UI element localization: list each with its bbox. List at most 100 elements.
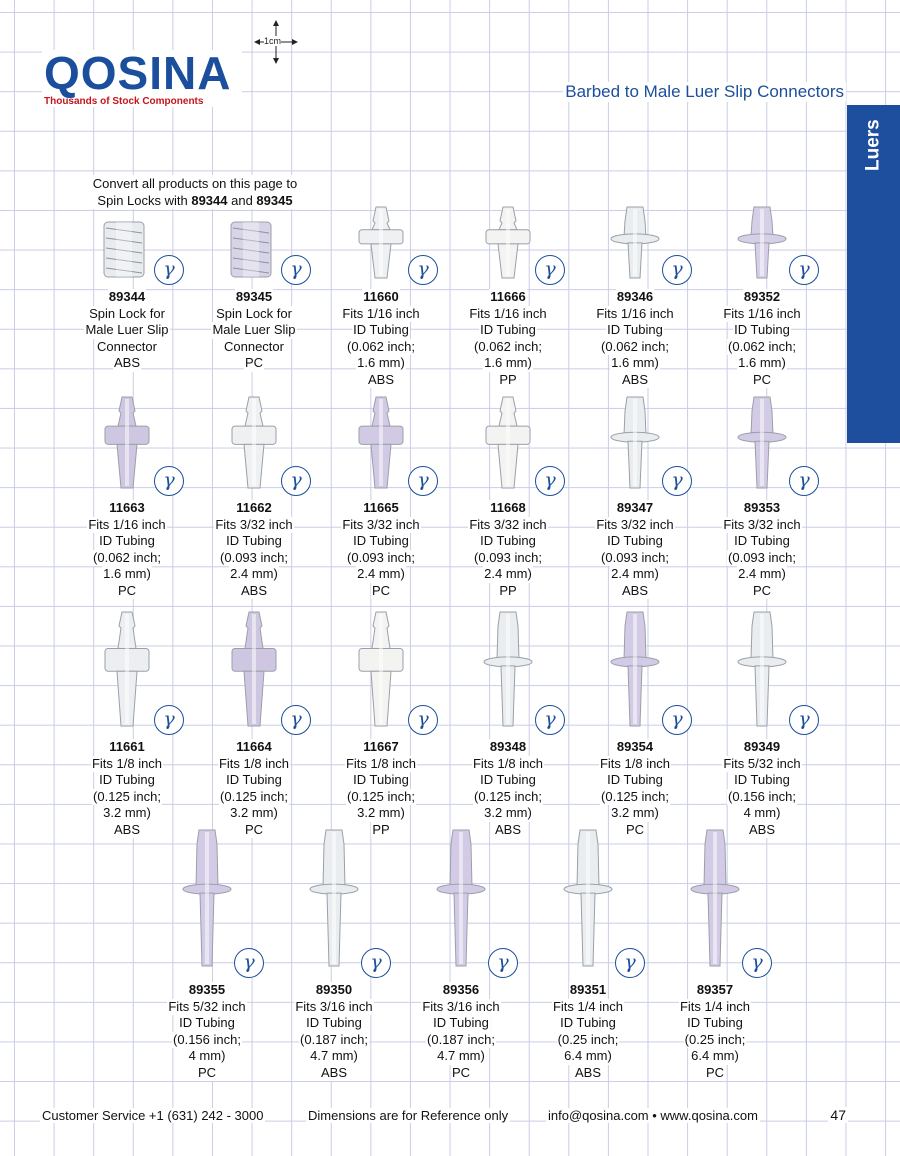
convert-note-code-a: 89344 xyxy=(191,193,228,208)
product-spec-line: 1.6 mm) xyxy=(356,355,406,372)
product-spec-line: ID Tubing xyxy=(479,322,537,339)
product-spec-line: Fits 3/32 inch xyxy=(468,516,548,533)
product-spec-line: ID Tubing xyxy=(225,772,283,789)
product-code: 89352 xyxy=(742,289,782,306)
product-spec-line: ABS xyxy=(620,371,649,388)
product-spec-line: 6.4 mm) xyxy=(690,1048,740,1065)
convert-note-line2: Spin Locks with 89344 and 89345 xyxy=(70,192,320,209)
product-spec-line: ABS xyxy=(493,821,522,838)
product-spec-line: Connector xyxy=(223,338,285,355)
product-spec-line: 3.2 mm) xyxy=(102,805,152,822)
product-image xyxy=(279,828,389,968)
product-spec-line: (0.062 inch; xyxy=(92,549,162,566)
product-spec-line: (0.093 inch; xyxy=(600,549,670,566)
convert-note-code-b: 89345 xyxy=(256,193,293,208)
product-code: 11663 xyxy=(108,500,146,517)
product-spec-line: PC xyxy=(116,582,138,599)
product-spec-line: Fits 1/8 inch xyxy=(598,755,672,772)
product-image xyxy=(533,828,643,968)
product-spec-line: 2.4 mm) xyxy=(229,566,279,583)
product-spec-line: Fits 3/32 inch xyxy=(214,516,294,533)
product-description: 89350 Fits 3/16 inch ID Tubing (0.187 inch;… xyxy=(265,982,403,1081)
gamma-sterilization-icon: γ xyxy=(154,255,184,285)
product-spec-line: 4 mm) xyxy=(187,1048,227,1065)
product-spec-line: (0.156 inch; xyxy=(172,1031,242,1048)
product-spec-line: ABS xyxy=(239,582,268,599)
product-spec-line: 3.2 mm) xyxy=(610,805,660,822)
page-number: 47 xyxy=(828,1107,848,1123)
product-image xyxy=(199,610,309,728)
product-spec-line: PC xyxy=(196,1064,218,1081)
scale-label: 1cm xyxy=(264,36,282,46)
product-spec-line: ID Tubing xyxy=(686,1015,744,1032)
product-spec-line: (0.062 inch; xyxy=(346,338,416,355)
product-spec-line: Spin Lock for xyxy=(215,305,293,322)
product-image xyxy=(453,205,563,280)
product-spec-line: (0.187 inch; xyxy=(426,1031,496,1048)
product-description: 11665 Fits 3/32 inch ID Tubing (0.093 inch;… xyxy=(312,500,450,599)
footer-contact: info@qosina.com • www.qosina.com xyxy=(546,1108,760,1123)
product-spec-line: ID Tubing xyxy=(225,533,283,550)
product-spec-line: Fits 1/8 inch xyxy=(344,755,418,772)
product-spec-line: PC xyxy=(751,582,773,599)
product-spec-line: PC xyxy=(751,371,773,388)
product-description: 11664 Fits 1/8 inch ID Tubing (0.125 inch; 3… xyxy=(185,739,323,838)
product-spec-line: (0.062 inch; xyxy=(473,338,543,355)
product-code: 11660 xyxy=(362,289,400,306)
convert-note-and: and xyxy=(227,193,257,208)
gamma-sterilization-icon: γ xyxy=(408,705,438,735)
product-description: 89345 Spin Lock for Male Luer Slip Connecto… xyxy=(185,289,323,372)
product-spec-line: 4.7 mm) xyxy=(309,1048,359,1065)
convert-note-line1: Convert all products on this page to xyxy=(92,176,298,191)
product-spec-line: ID Tubing xyxy=(432,1015,490,1032)
product-spec-line: Fits 3/32 inch xyxy=(595,516,675,533)
gamma-sterilization-icon: γ xyxy=(154,705,184,735)
product-image xyxy=(580,610,690,728)
product-spec-line: 3.2 mm) xyxy=(483,805,533,822)
gamma-sterilization-icon: γ xyxy=(662,255,692,285)
product-spec-line: ID Tubing xyxy=(733,533,791,550)
product-code: 11664 xyxy=(235,739,273,756)
product-spec-line: Fits 1/8 inch xyxy=(217,755,291,772)
product-code: 89349 xyxy=(742,739,782,756)
product-code: 89348 xyxy=(488,739,528,756)
product-spec-line: ID Tubing xyxy=(479,533,537,550)
product-spec-line: PC xyxy=(450,1064,472,1081)
product-description: 89352 Fits 1/16 inch ID Tubing (0.062 inch;… xyxy=(693,289,831,388)
product-code: 89353 xyxy=(742,500,782,517)
product-image xyxy=(580,205,690,280)
product-image xyxy=(453,610,563,728)
product-spec-line: 1.6 mm) xyxy=(610,355,660,372)
product-spec-line: PC xyxy=(624,821,646,838)
product-image xyxy=(326,205,436,280)
product-description: 11667 Fits 1/8 inch ID Tubing (0.125 inch; 3… xyxy=(312,739,450,838)
gamma-sterilization-icon: γ xyxy=(281,466,311,496)
product-image xyxy=(72,395,182,490)
product-description: 89354 Fits 1/8 inch ID Tubing (0.125 inch; 3… xyxy=(566,739,704,838)
gamma-sterilization-icon: γ xyxy=(662,466,692,496)
gamma-sterilization-icon: γ xyxy=(789,466,819,496)
product-spec-line: ID Tubing xyxy=(606,772,664,789)
product-spec-line: Connector xyxy=(96,338,158,355)
product-spec-line: (0.25 inch; xyxy=(683,1031,747,1048)
product-code: 89351 xyxy=(568,982,608,999)
product-spec-line: Fits 3/16 inch xyxy=(294,998,374,1015)
product-code: 11665 xyxy=(362,500,400,517)
product-code: 89344 xyxy=(107,289,147,306)
product-spec-line: Fits 1/16 inch xyxy=(341,305,421,322)
product-code: 11668 xyxy=(489,500,527,517)
product-code: 11666 xyxy=(489,289,527,306)
product-code: 89357 xyxy=(695,982,735,999)
product-description: 11668 Fits 3/32 inch ID Tubing (0.093 inch;… xyxy=(439,500,577,599)
product-spec-line: ID Tubing xyxy=(733,322,791,339)
product-spec-line: (0.125 inch; xyxy=(600,788,670,805)
product-spec-line: ID Tubing xyxy=(559,1015,617,1032)
product-image xyxy=(707,205,817,280)
product-spec-line: Fits 1/8 inch xyxy=(471,755,545,772)
product-spec-line: ABS xyxy=(112,821,141,838)
product-image xyxy=(72,205,182,280)
product-spec-line: 6.4 mm) xyxy=(563,1048,613,1065)
product-image xyxy=(660,828,770,968)
gamma-sterilization-icon: γ xyxy=(742,948,772,978)
gamma-sterilization-icon: γ xyxy=(234,948,264,978)
